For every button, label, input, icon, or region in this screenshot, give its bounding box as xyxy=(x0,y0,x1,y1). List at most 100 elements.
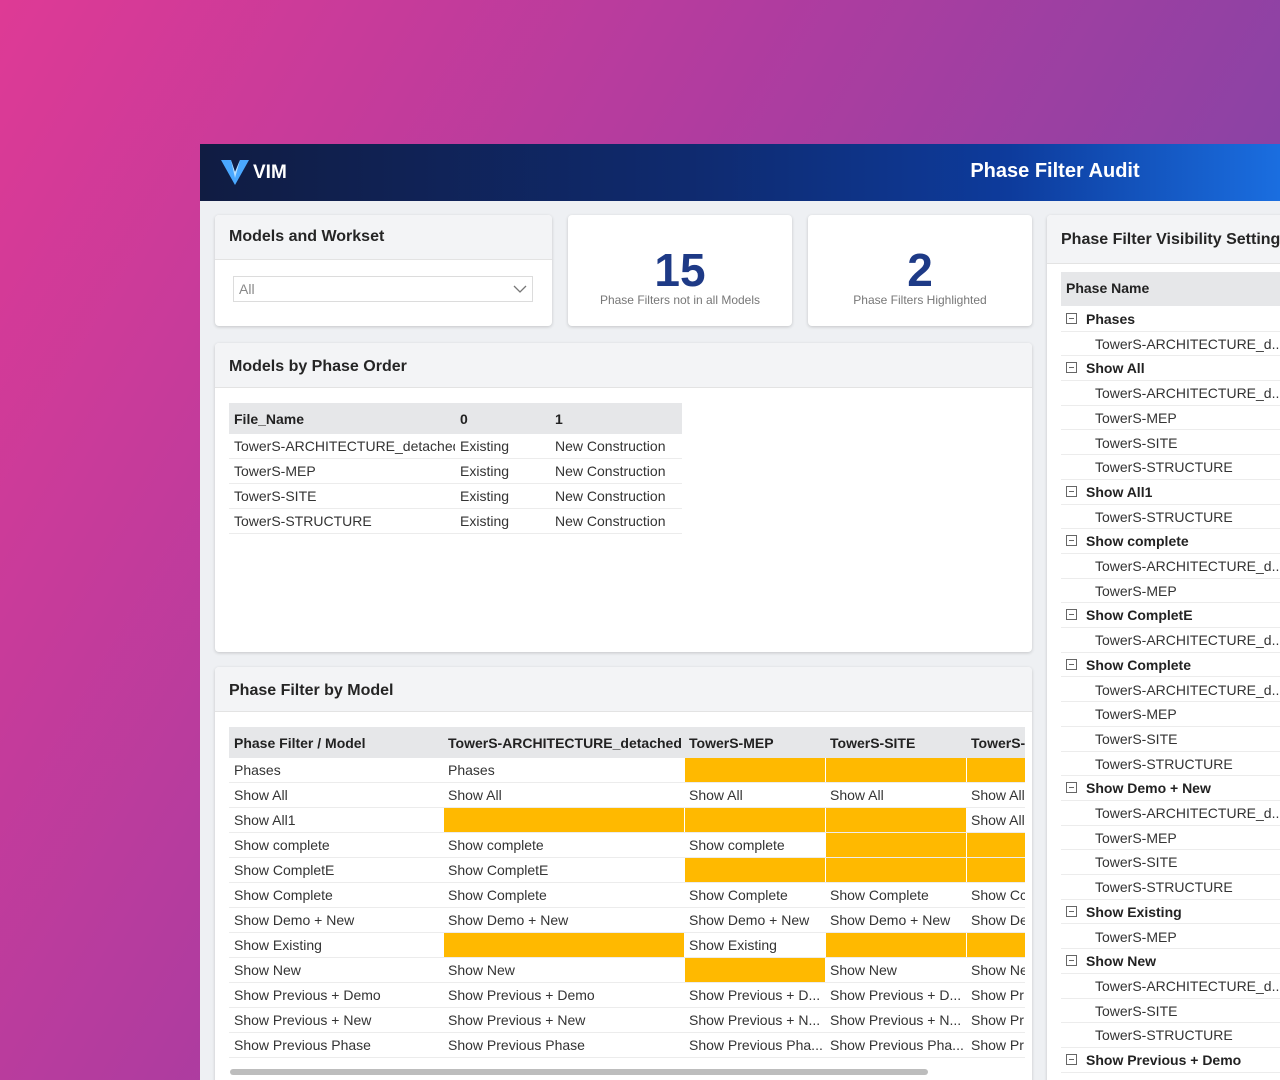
table-cell: Existing xyxy=(455,508,550,534)
item-label: TowerS-SITE xyxy=(1095,730,1178,747)
table-cell: Show Demo + New xyxy=(443,907,684,933)
tree-item: TowerS-SITE xyxy=(1061,850,1280,876)
table-cell: Show CompletE xyxy=(443,857,684,883)
table-cell: Show New xyxy=(825,957,966,983)
table-cell: Show All xyxy=(966,807,1025,833)
table-cell: Show All xyxy=(443,782,684,808)
table-cell: Show All xyxy=(966,782,1025,808)
table-cell: Show All xyxy=(684,782,825,808)
dropdown-chevron xyxy=(513,285,527,293)
highlight-cell xyxy=(965,857,1025,883)
highlight-cell xyxy=(824,832,966,858)
tree-header: Phase Name xyxy=(1061,272,1280,306)
table-row: Show Demo + New Show Demo + New Show Demo … xyxy=(229,907,1025,933)
group-label: Show complete xyxy=(1086,533,1189,550)
visibility-card: Phase Filter Visibility Settings Phase N… xyxy=(1047,215,1280,1080)
tree-group: Show Previous + Demo xyxy=(1061,1048,1280,1073)
table-cell: Existing xyxy=(455,458,550,484)
tree-group: Show New xyxy=(1061,949,1280,974)
collapse-icon[interactable] xyxy=(1066,782,1077,794)
collapse-icon[interactable] xyxy=(1066,955,1077,967)
collapse-icon[interactable] xyxy=(1066,313,1077,324)
tree-item: TowerS-MEP xyxy=(1061,702,1280,727)
header-row: File_Name 0 1 xyxy=(229,403,682,434)
highlight-cell xyxy=(683,857,825,883)
table-cell: Show complete xyxy=(684,832,825,858)
item-label: TowerS-MEP xyxy=(1095,829,1177,846)
table-cell: TowerS-MEP xyxy=(229,458,455,484)
table-cell: Phases xyxy=(229,758,443,783)
tree-group: Show complete xyxy=(1061,529,1280,554)
table-row: Show Complete Show Complete Show Complete S… xyxy=(229,882,1025,908)
table-cell: Show Previous Phase xyxy=(229,1032,443,1058)
highlight-cell xyxy=(442,807,684,833)
table-row: Show All1 Show All xyxy=(229,807,1025,833)
kpi-card: 15 Phase Filters not in all Models xyxy=(568,215,792,326)
logo-text: VIM xyxy=(253,162,287,183)
card-title: Phase Filter Visibility Settings xyxy=(1061,231,1280,248)
highlight-cell xyxy=(442,932,684,958)
highlight-cell xyxy=(824,932,966,958)
models-card: Models and Workset All xyxy=(215,215,552,326)
table-row: Show New Show New Show New Show Ne xyxy=(229,957,1025,983)
collapse-icon[interactable] xyxy=(1066,485,1077,497)
tree-item: TowerS-MEP xyxy=(1061,925,1280,950)
item-label: TowerS-MEP xyxy=(1095,706,1177,723)
horizontal-scrollbar[interactable] xyxy=(230,1069,928,1075)
tree-item: TowerS-ARCHITECTURE_d... xyxy=(1061,801,1280,826)
highlight-cell xyxy=(965,932,1025,958)
collapse-icon[interactable] xyxy=(1066,905,1077,917)
table-cell: Show All xyxy=(825,782,966,808)
item-label: TowerS-STRUCTURE xyxy=(1095,459,1233,476)
item-label: TowerS-ARCHITECTURE_d... xyxy=(1095,558,1280,574)
tree-item: TowerS-MEP xyxy=(1061,406,1280,431)
phase-filter-card: Phase Filter by Model Phase Filter / Mod… xyxy=(215,667,1032,1080)
group-label: Show Demo + New xyxy=(1086,780,1211,797)
table-cell: Phases xyxy=(443,758,684,783)
table-cell: Show De xyxy=(966,907,1025,933)
kpi-value: 2 xyxy=(907,244,933,296)
group-label: Show All xyxy=(1086,360,1145,377)
item-label: TowerS-SITE xyxy=(1095,434,1178,451)
tree-item: TowerS-ARCHITECTURE_d... xyxy=(1061,628,1280,653)
highlight-cell xyxy=(824,758,966,783)
table-cell: Show Cc xyxy=(966,882,1025,908)
tree-item: TowerS-ARCHITECTURE_d... xyxy=(1061,332,1280,357)
table-cell: Show Existing xyxy=(684,932,825,958)
collapse-icon[interactable] xyxy=(1066,658,1077,670)
collapse-icon[interactable] xyxy=(1066,609,1077,621)
item-label: TowerS-ARCHITECTURE_d... xyxy=(1095,681,1280,698)
column-header: File_Name xyxy=(229,403,455,434)
card-title: Models by Phase Order xyxy=(229,358,407,375)
table-cell: Show complete xyxy=(443,832,684,858)
tree-group: Show CompletE xyxy=(1061,603,1280,629)
kpi-card: 2 Phase Filters Highlighted xyxy=(808,215,1032,326)
dashboard: VIM Phase Filter Audit Models and Workse… xyxy=(200,144,1280,1080)
item-label: TowerS-SITE xyxy=(1095,854,1178,871)
table-cell: Show All1 xyxy=(229,807,443,833)
kpi-label: Phase Filters not in all Models xyxy=(599,293,761,307)
column-header: TowerS-ARCHITECTURE_detached xyxy=(443,727,684,758)
tree-item: TowerS-STRUCTURE xyxy=(1061,505,1280,530)
dropdown-value: All xyxy=(239,281,255,297)
collapse-icon[interactable] xyxy=(1066,535,1077,547)
phase-order-table: File_Name 0 1 TowerS-ARCHITECTURE_detached E… xyxy=(229,403,682,534)
table-cell: Show Demo + New xyxy=(229,907,443,933)
collapse-icon[interactable] xyxy=(1066,1054,1077,1065)
table-row: TowerS-SITE Existing New Construction xyxy=(229,483,682,509)
model-dropdown[interactable]: All xyxy=(233,276,533,302)
table-row: Show Previous + New Show Previous + New Sh… xyxy=(229,1007,1025,1033)
collapse-icon[interactable] xyxy=(1066,362,1077,374)
table-row: Show CompletE Show CompletE xyxy=(229,857,1025,883)
table-cell: Show Previous Phase xyxy=(443,1032,684,1058)
group-label: Show CompletE xyxy=(1086,607,1193,624)
tree-item: TowerS-STRUCTURE xyxy=(1061,455,1280,480)
column-header: TowerS-SITE xyxy=(825,727,966,758)
tree-group: Show All1 xyxy=(1061,480,1280,505)
tree-item: TowerS-SITE xyxy=(1061,727,1280,752)
table-row: Show Previous Phase Show Previous Phase Sh… xyxy=(229,1032,1025,1058)
column-header: TowerS- xyxy=(966,727,1025,758)
phase-order-card: Models by Phase Order File_Name 0 1 TowerS-… xyxy=(215,343,1032,652)
tree-group: Show Demo + New xyxy=(1061,776,1280,801)
